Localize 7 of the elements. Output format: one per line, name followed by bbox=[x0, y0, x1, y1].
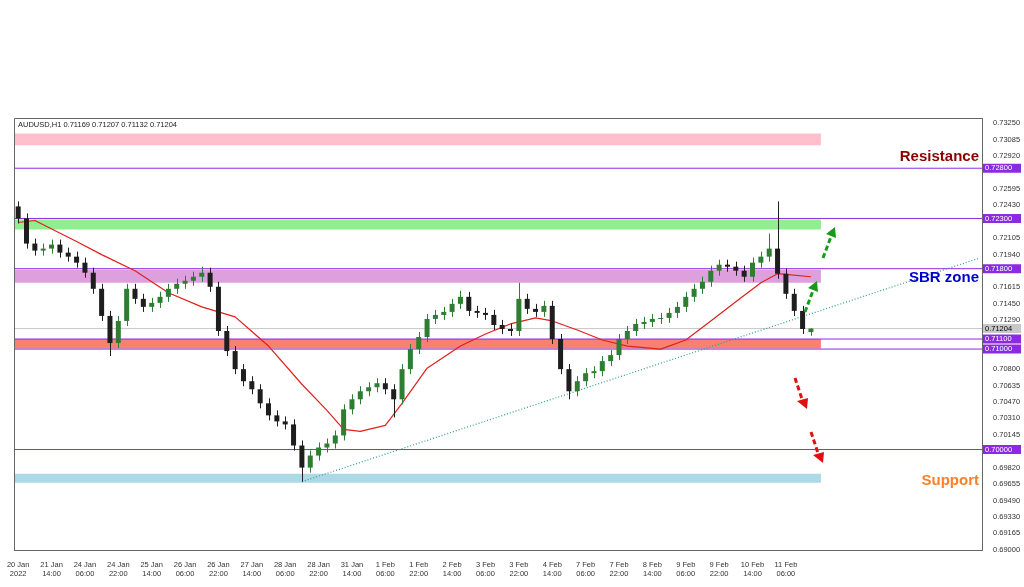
candlestick bbox=[374, 377, 380, 393]
candlestick bbox=[332, 429, 338, 450]
candlestick bbox=[616, 333, 622, 361]
annotation: Support bbox=[921, 471, 979, 489]
candlestick bbox=[132, 283, 138, 305]
annotation: SBR zone bbox=[908, 267, 979, 285]
annotation: Resistance bbox=[899, 147, 979, 165]
